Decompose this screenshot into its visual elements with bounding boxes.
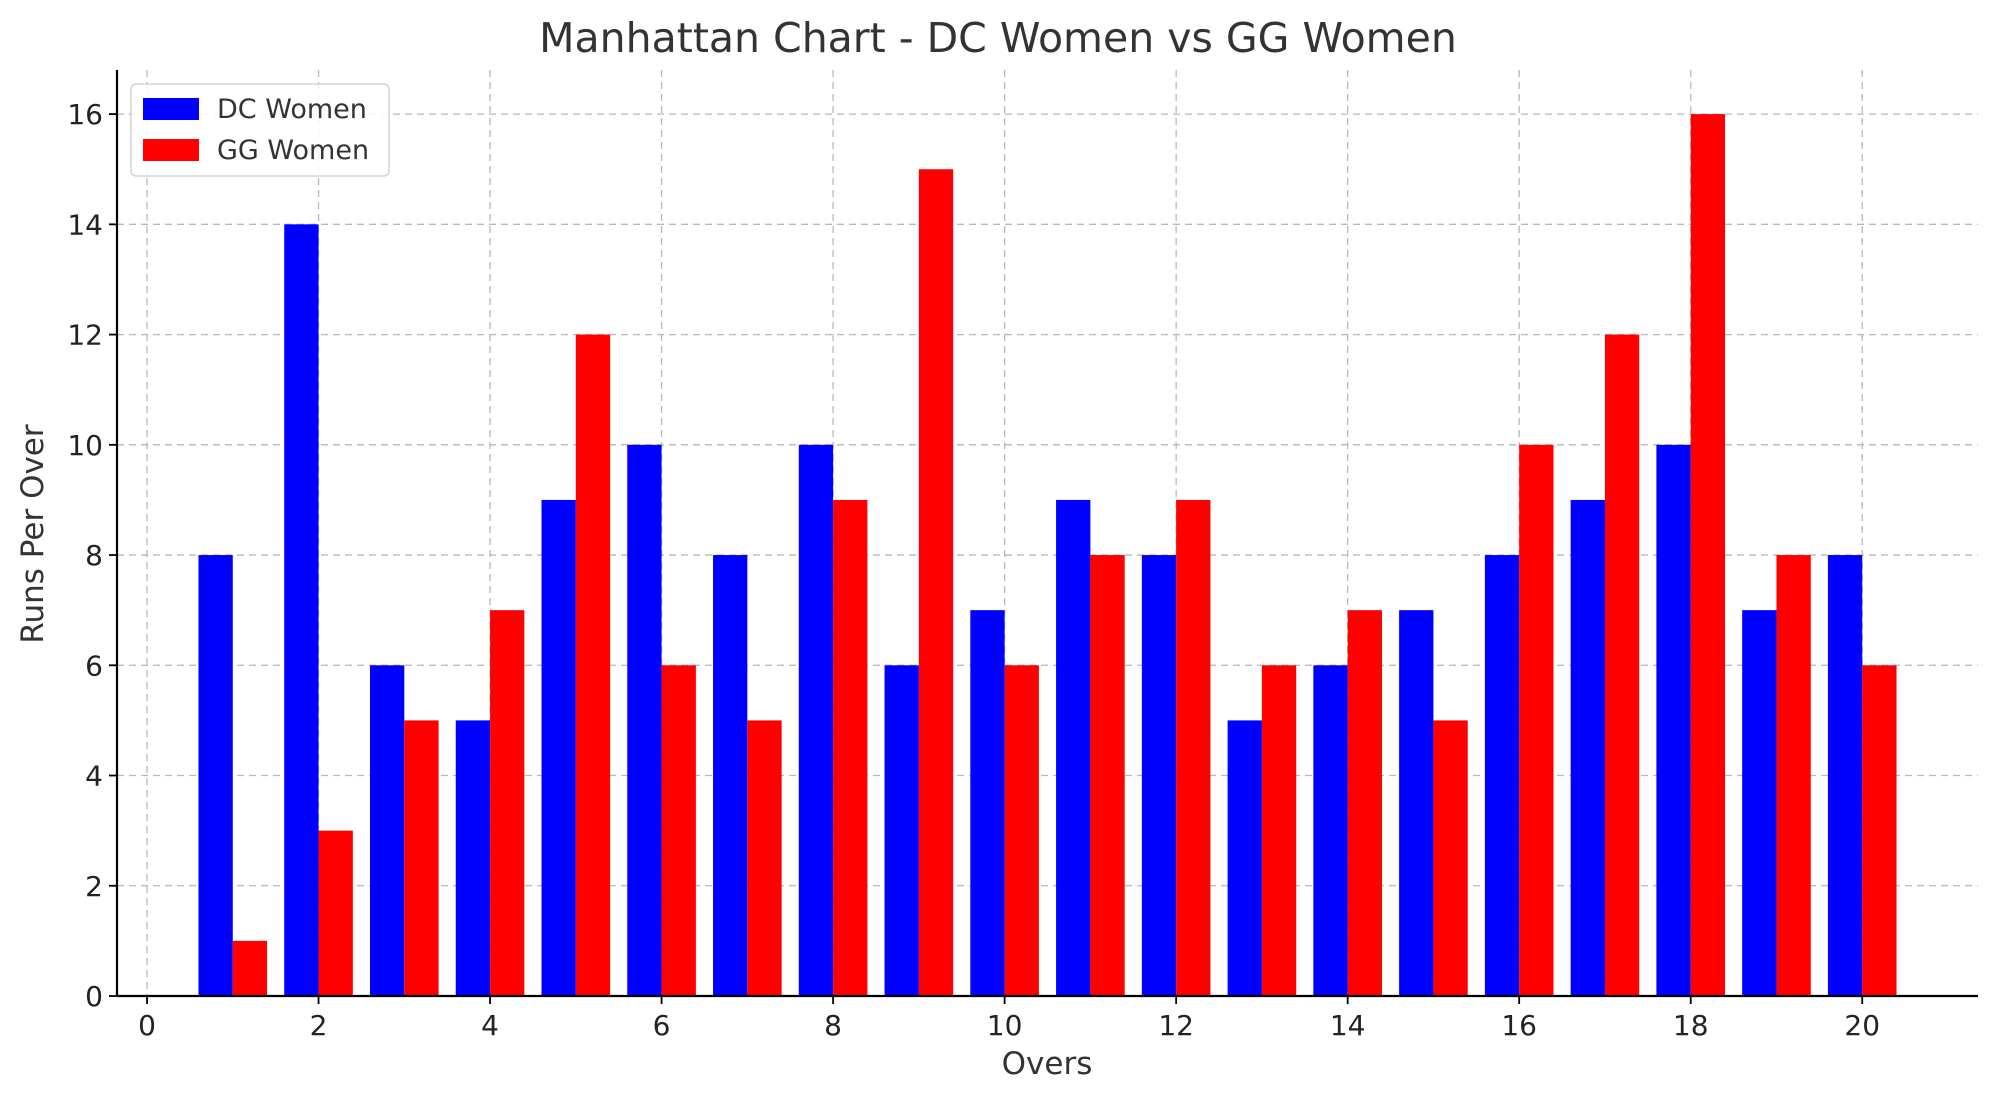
- bar-gg-women-over-14: [1347, 610, 1382, 996]
- bar-dc-women-over-5: [541, 499, 576, 996]
- bar-gg-women-over-15: [1433, 720, 1468, 996]
- bar-dc-women-over-9: [884, 665, 919, 996]
- bar-dc-women-over-1: [198, 555, 233, 996]
- bar-gg-women-over-10: [1004, 665, 1039, 996]
- x-axis-label: Overs: [1002, 1046, 1093, 1082]
- y-tick-label: 6: [85, 649, 103, 682]
- bar-dc-women-over-14: [1313, 665, 1348, 996]
- legend: DC Women GG Women: [130, 83, 390, 177]
- x-tick-label: 4: [481, 1009, 499, 1042]
- y-tick-label: 8: [85, 539, 103, 572]
- bar-gg-women-over-7: [747, 720, 782, 996]
- bar-dc-women-over-12: [1141, 555, 1177, 996]
- x-tick-label: 8: [824, 1009, 842, 1042]
- bars: [198, 114, 1897, 997]
- bar-dc-women-over-6: [627, 444, 662, 996]
- y-tick-label: 2: [85, 870, 103, 903]
- x-tick-label: 12: [1158, 1009, 1194, 1042]
- axes: 0 2 4 6 8 10 12 14 16 18 20 0 2 4 6 8 10 12 14 16: [67, 70, 1978, 1042]
- bar-dc-women-over-13: [1227, 720, 1262, 996]
- legend-swatch-gg-women: [143, 139, 199, 161]
- x-tick-label: 14: [1330, 1009, 1366, 1042]
- x-tick-label: 18: [1673, 1009, 1709, 1042]
- bar-gg-women-over-9: [918, 169, 954, 996]
- bar-gg-women-over-17: [1604, 334, 1640, 997]
- bar-dc-women-over-20: [1827, 555, 1863, 996]
- legend-label-gg-women: GG Women: [217, 135, 369, 166]
- bar-gg-women-over-12: [1176, 499, 1211, 996]
- bar-gg-women-over-1: [232, 940, 268, 996]
- bar-dc-women-over-15: [1399, 610, 1434, 996]
- bar-dc-women-over-8: [798, 444, 834, 996]
- bar-dc-women-over-16: [1484, 555, 1520, 996]
- y-tick-label: 12: [67, 319, 103, 352]
- bar-dc-women-over-2: [284, 224, 319, 997]
- bar-gg-women-over-13: [1261, 665, 1297, 996]
- bar-dc-women-over-17: [1570, 499, 1605, 996]
- x-tick-label: 20: [1844, 1009, 1880, 1042]
- bar-dc-women-over-18: [1656, 444, 1691, 996]
- y-axis-label: Runs Per Over: [15, 424, 51, 644]
- bar-dc-women-over-4: [455, 720, 491, 996]
- x-tick-label: 2: [310, 1009, 328, 1042]
- bar-dc-women-over-11: [1056, 499, 1091, 996]
- y-tick-label: 14: [67, 208, 103, 241]
- y-tick-label: 0: [85, 980, 103, 1013]
- bar-gg-women-over-2: [318, 830, 353, 996]
- bar-dc-women-over-10: [970, 610, 1005, 996]
- bar-dc-women-over-19: [1742, 610, 1777, 996]
- y-tick-label: 16: [67, 98, 103, 131]
- legend-label-dc-women: DC Women: [217, 94, 367, 125]
- x-tick-label: 6: [653, 1009, 671, 1042]
- bar-gg-women-over-4: [490, 610, 525, 996]
- x-tick-label: 0: [138, 1009, 156, 1042]
- x-tick-label: 16: [1501, 1009, 1537, 1042]
- bar-dc-women-over-7: [713, 555, 748, 996]
- y-tick-label: 10: [67, 429, 103, 462]
- bar-gg-women-over-11: [1090, 555, 1125, 996]
- legend-swatch-dc-women: [143, 98, 199, 120]
- bar-gg-women-over-6: [661, 665, 696, 996]
- bar-gg-women-over-19: [1776, 555, 1811, 996]
- y-tick-label: 4: [85, 760, 103, 793]
- x-tick-label: 10: [987, 1009, 1023, 1042]
- bar-gg-women-over-5: [575, 334, 611, 997]
- bar-gg-women-over-18: [1690, 114, 1726, 997]
- chart-title: Manhattan Chart - DC Women vs GG Women: [539, 14, 1457, 62]
- bar-gg-women-over-8: [833, 499, 868, 996]
- bar-gg-women-over-16: [1519, 444, 1554, 996]
- bar-gg-women-over-3: [404, 720, 439, 996]
- bar-gg-women-over-20: [1862, 665, 1897, 996]
- bar-dc-women-over-3: [369, 665, 405, 996]
